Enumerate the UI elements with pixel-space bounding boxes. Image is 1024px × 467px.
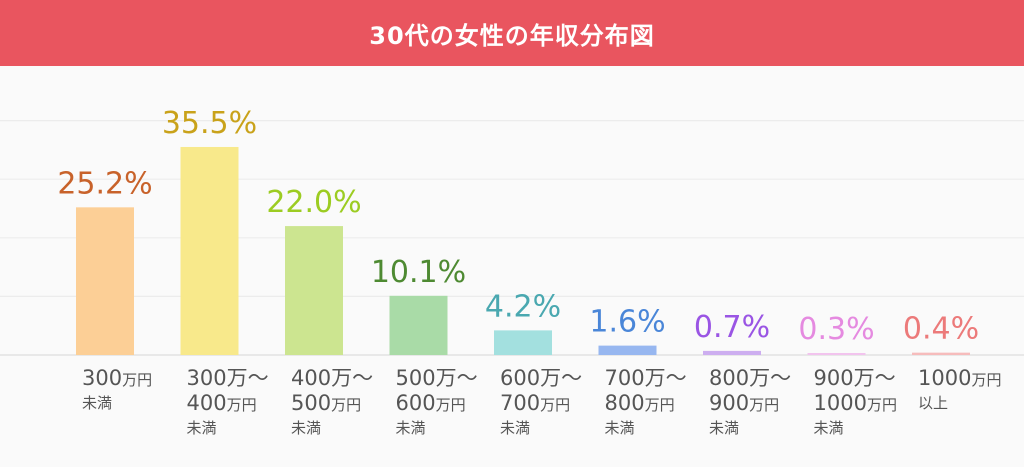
chart-title: 30代の女性の年収分布図 bbox=[369, 21, 655, 50]
bar bbox=[76, 207, 134, 355]
data-label: 25.2% bbox=[57, 166, 152, 201]
bar bbox=[494, 330, 552, 355]
bar bbox=[703, 350, 761, 355]
x-tick-label: 900万～ 1000万円 未満 bbox=[813, 366, 897, 437]
x-tick-label: 1000万円 以上 bbox=[918, 366, 1002, 412]
data-label: 35.5% bbox=[162, 106, 257, 141]
data-label: 0.7% bbox=[694, 310, 770, 345]
x-tick-label: 400万～ 500万円 未満 bbox=[291, 366, 374, 437]
chart-title-bar: 30代の女性の年収分布図 bbox=[0, 0, 1024, 66]
x-tick-label: 300万円 未満 bbox=[82, 366, 153, 412]
x-tick-label: 300万～ 400万円 未満 bbox=[186, 366, 269, 437]
bar bbox=[912, 352, 970, 355]
bar bbox=[389, 295, 448, 355]
x-tick-label: 500万～ 600万円 未満 bbox=[395, 366, 478, 437]
data-label: 22.0% bbox=[266, 185, 361, 220]
data-label: 0.4% bbox=[903, 312, 979, 347]
bar bbox=[598, 345, 657, 355]
data-label: 1.6% bbox=[589, 305, 665, 340]
data-label: 10.1% bbox=[371, 255, 466, 290]
x-tick-label: 700万～ 800万円 未満 bbox=[604, 366, 687, 437]
chart-area: 25.2% 35.5% 22.0% 10.1% 4.2% 1.6% 0.7% 0.3% 0.4% bbox=[0, 66, 1024, 467]
x-tick-label: 600万～ 700万円 未満 bbox=[500, 366, 583, 437]
bar bbox=[807, 353, 866, 355]
x-tick-label: 800万～ 900万円 未満 bbox=[709, 366, 792, 437]
data-label: 4.2% bbox=[485, 289, 561, 324]
bar bbox=[285, 226, 343, 355]
bar-chart: 25.2% 35.5% 22.0% 10.1% 4.2% 1.6% 0.7% 0.3% 0.4% bbox=[0, 106, 1024, 356]
data-label: 0.3% bbox=[798, 312, 874, 347]
bar bbox=[180, 146, 239, 355]
